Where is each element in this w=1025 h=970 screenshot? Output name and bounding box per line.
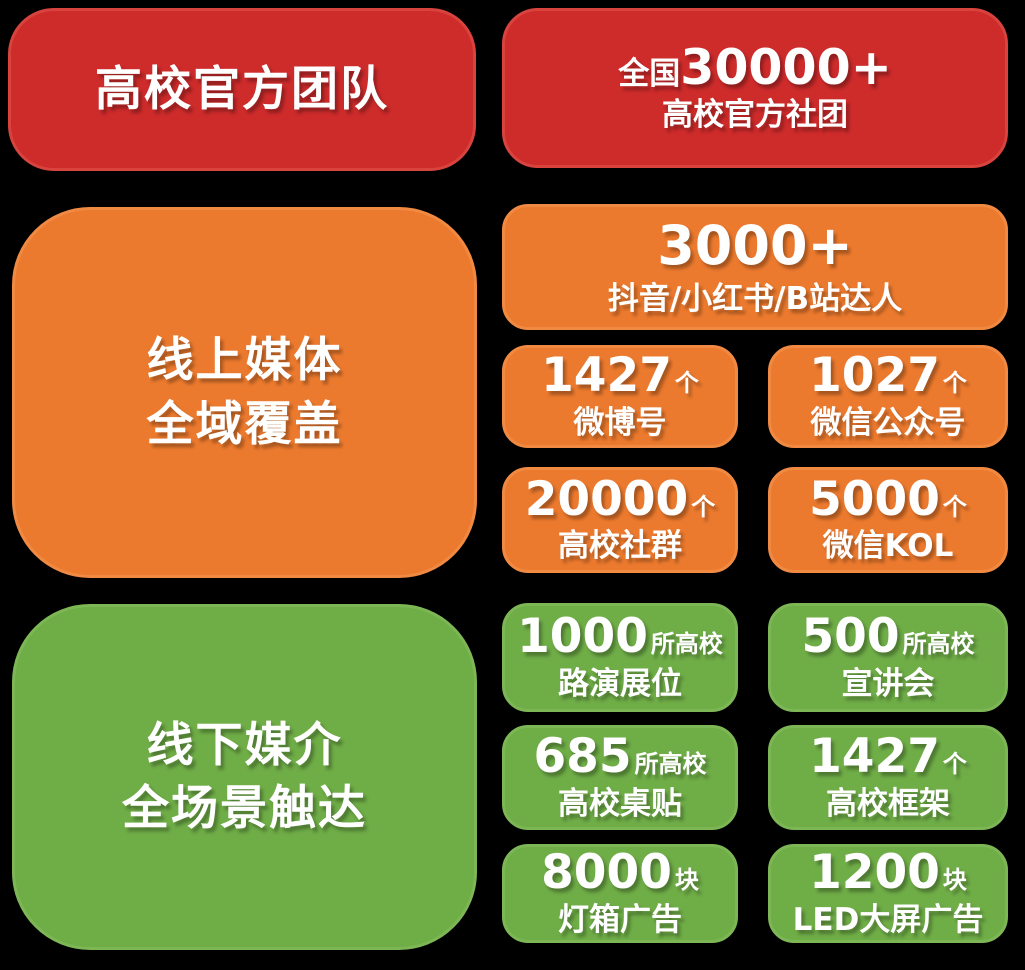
stat-label: 路演展位 <box>558 665 682 702</box>
stat-box-campus-frame: 1427 个 高校框架 <box>768 725 1008 830</box>
stat-unit: 个 <box>942 492 967 521</box>
stat-unit: 个 <box>691 492 716 521</box>
stat-number: 1427 <box>541 348 672 404</box>
online-featured-stat-box: 3000+ 抖音/小红书/B站达人 <box>502 204 1008 330</box>
stat-number: 1027 <box>809 348 940 404</box>
stat-number-row: 1200 块 <box>809 845 967 901</box>
stat-unit: 所高校 <box>650 630 723 659</box>
stat-unit: 个 <box>942 369 967 398</box>
header-stat-label: 高校官方社团 <box>662 97 848 134</box>
stat-label: 微信KOL <box>822 528 954 565</box>
stat-unit: 所高校 <box>634 750 707 779</box>
stat-number: 1000 <box>517 609 648 665</box>
stat-number: 685 <box>533 729 632 785</box>
stat-number-row: 1427 个 <box>809 729 967 785</box>
stat-number-row: 1027 个 <box>809 348 967 404</box>
stat-box-campus-groups: 20000 个 高校社群 <box>502 467 738 573</box>
stat-box-seminar: 500 所高校 宣讲会 <box>768 603 1008 712</box>
offline-title-line1: 线下媒介 <box>146 717 343 773</box>
offline-section-title-box: 线下媒介 全场景触达 <box>12 604 477 950</box>
online-section-title-box: 线上媒体 全域覆盖 <box>12 207 477 578</box>
stat-number: 1427 <box>809 729 940 785</box>
stat-number-row: 500 所高校 <box>801 609 975 665</box>
stat-number-row: 685 所高校 <box>533 729 707 785</box>
stat-number: 20000 <box>524 471 689 527</box>
stat-label: 宣讲会 <box>841 665 935 702</box>
stat-number-row: 8000 块 <box>541 845 699 901</box>
stat-label: 微信公众号 <box>810 404 966 441</box>
stat-unit: 块 <box>942 866 967 895</box>
header-title-box: 高校官方团队 <box>8 8 476 171</box>
stat-box-lightbox-ads: 8000 块 灯箱广告 <box>502 844 738 943</box>
stat-number-row: 20000 个 <box>524 471 716 527</box>
stat-box-wechat-official: 1027 个 微信公众号 <box>768 345 1008 448</box>
header-stat-box: 全国 30000+ 高校官方社团 <box>502 8 1008 168</box>
header-title: 高校官方团队 <box>95 61 389 117</box>
online-title-line2: 全域覆盖 <box>146 396 343 452</box>
stat-unit: 所高校 <box>902 630 975 659</box>
stat-number-row: 1000 所高校 <box>517 609 723 665</box>
stat-unit: 个 <box>674 369 699 398</box>
header-stat-number: 30000+ <box>680 38 892 96</box>
stat-box-desk-sticker: 685 所高校 高校桌贴 <box>502 725 738 830</box>
header-stat-prefix: 全国 <box>618 55 681 92</box>
stat-number: 8000 <box>541 845 672 901</box>
stat-unit: 个 <box>942 750 967 779</box>
stat-number: 5000 <box>809 471 940 527</box>
stat-label: 高校框架 <box>826 785 950 822</box>
stat-unit: 块 <box>674 866 699 895</box>
stat-number-row: 1427 个 <box>541 348 699 404</box>
offline-section-title: 线下媒介 全场景触达 <box>122 714 367 841</box>
stat-label: 灯箱广告 <box>558 901 682 938</box>
stat-number: 500 <box>801 609 900 665</box>
online-featured-label: 抖音/小红书/B站达人 <box>607 281 903 318</box>
online-featured-number: 3000+ <box>657 214 853 278</box>
stat-box-wechat-kol: 5000 个 微信KOL <box>768 467 1008 573</box>
stat-number: 1200 <box>809 845 940 901</box>
stat-box-roadshow: 1000 所高校 路演展位 <box>502 603 738 712</box>
stat-label: LED大屏广告 <box>792 901 984 938</box>
stat-box-weibo: 1427 个 微博号 <box>502 345 738 448</box>
offline-title-line2: 全场景触达 <box>122 781 367 836</box>
stat-number-row: 5000 个 <box>809 471 967 527</box>
online-section-title: 线上媒体 全域覆盖 <box>147 329 343 456</box>
stat-box-led-screen-ads: 1200 块 LED大屏广告 <box>768 844 1008 943</box>
stat-label: 高校桌贴 <box>558 785 682 822</box>
online-title-line1: 线上媒体 <box>146 333 343 389</box>
header-stat-number-row: 全国 30000+ <box>618 38 892 96</box>
stat-label: 高校社群 <box>558 528 682 565</box>
stat-label: 微博号 <box>573 404 667 441</box>
